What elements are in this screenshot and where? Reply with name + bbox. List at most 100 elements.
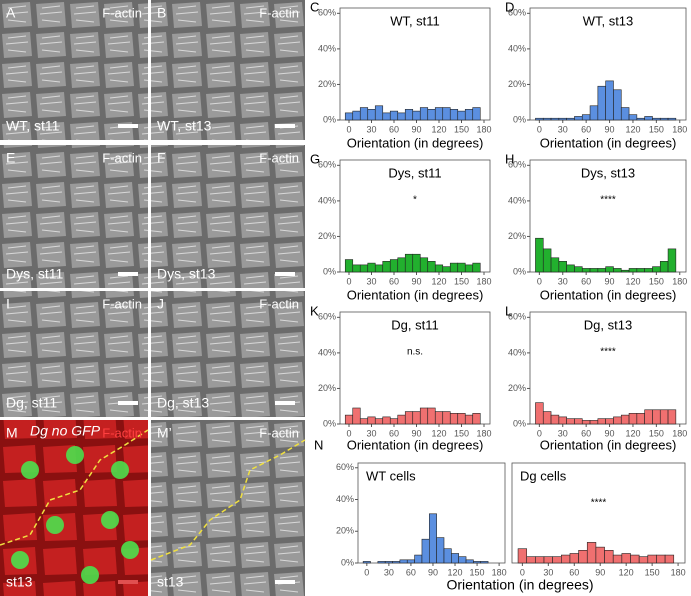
x-tick-label: 90 [605,124,615,134]
histogram-bar [384,561,393,564]
chart-title: WT cells [366,468,416,483]
histogram-bar [451,553,459,564]
histogram-bar [449,262,459,273]
gfp-nucleus [11,551,29,569]
x-tick-label: 90 [411,428,421,438]
histogram-bar [449,413,459,425]
histogram-bar [382,416,391,425]
gfp-nucleus [121,541,139,559]
histogram-bar [352,110,361,121]
y-tick-label: 40% [318,43,336,53]
histogram-bar [667,117,677,121]
histogram-bar [581,420,591,425]
x-tick-label: 120 [431,276,446,286]
histogram-bar [344,259,354,273]
histogram-bar [636,268,645,273]
histogram-bar [621,553,631,564]
x-tick-label: 0 [364,567,369,577]
significance: **** [600,347,616,358]
histogram-bar [630,554,640,564]
histogram-bar [620,414,630,425]
histogram-bar [359,418,369,425]
histogram-bar [647,554,657,564]
y-tick-label: 20% [508,79,526,89]
y-tick-label: 0% [323,418,336,428]
histogram-bar [605,266,614,273]
y-tick-label: 0% [513,114,526,124]
histogram-bar [457,262,466,273]
stain-label: F-actin [102,296,142,311]
panel-letter: N [314,437,323,452]
gfp-nucleus [46,516,64,534]
scale-bar [275,580,295,584]
histogram-bar [550,257,560,273]
histogram-bar [436,537,445,564]
y-tick-label: 40% [318,195,336,205]
chart-title: Dg, st13 [584,317,632,332]
histogram-bar [644,268,653,273]
scale-bar [118,272,138,276]
x-tick-label: 180 [671,567,686,577]
histogram-bar [457,110,466,121]
histogram-bar [412,411,421,425]
histogram-bar [542,117,552,121]
chart-title: Dg cells [520,468,567,483]
condition-label: WT, st11 [6,118,60,134]
chart-title: Dg, st11 [391,317,438,332]
x-tick-label: 180 [672,276,687,286]
x-tick-label: 0 [346,124,351,134]
histogram-bar [442,266,451,273]
gfp-nucleus [21,461,39,479]
x-tick-label: 30 [543,567,553,577]
histogram-bar [542,248,552,273]
gfp-nucleus [66,446,84,464]
y-tick-label: 0% [323,266,336,276]
x-axis-label: Orientation (in degrees) [347,135,484,150]
x-axis-label: Orientation (in degrees) [446,577,593,593]
x-tick-label: 120 [431,428,446,438]
x-tick-label: 180 [476,124,491,134]
histogram-bar [480,561,489,564]
histogram-bar [472,262,481,273]
y-tick-label: 20% [318,383,336,393]
histogram-bar [535,237,544,273]
x-tick-label: 60 [389,276,399,286]
histogram-bar [586,542,597,564]
chart-title: Dys, st13 [581,165,635,180]
x-tick-label: 150 [645,567,660,577]
histogram-bar [638,556,649,564]
x-tick-label: 0 [537,428,542,438]
micrograph [0,145,148,288]
histogram-bar [566,418,575,425]
histogram-bar [628,114,638,121]
x-tick-label: 30 [558,124,568,134]
micrograph [151,0,305,140]
histogram-bar [558,416,567,425]
x-tick-label: 90 [605,428,615,438]
y-tick-label: 20% [336,526,354,536]
histogram-bar [558,117,567,121]
histogram-bar [367,109,376,121]
scale-bar [275,272,295,276]
x-axis-label: Orientation (in degrees) [540,437,677,452]
y-tick-label: 60% [318,312,336,322]
histogram-bar [374,105,384,121]
histogram-bar [566,117,575,121]
panel-letter: G [310,151,320,166]
histogram-bar [419,257,429,273]
stain-label: F-actin [259,296,299,311]
panel-letter: M [6,425,18,441]
histogram-bar [628,413,638,425]
histogram-bar [404,253,414,273]
condition-label: WT, st13 [157,118,212,134]
histogram-bar [406,559,415,564]
x-tick-label: 60 [389,124,399,134]
x-tick-label: 0 [537,276,542,286]
scale-bar [275,124,295,128]
histogram-bar [397,257,406,273]
x-tick-label: 60 [581,276,591,286]
histogram-bar [382,112,391,121]
histogram-bar [543,556,553,564]
x-tick-label: 30 [558,276,568,286]
histogram-bar [652,409,661,425]
